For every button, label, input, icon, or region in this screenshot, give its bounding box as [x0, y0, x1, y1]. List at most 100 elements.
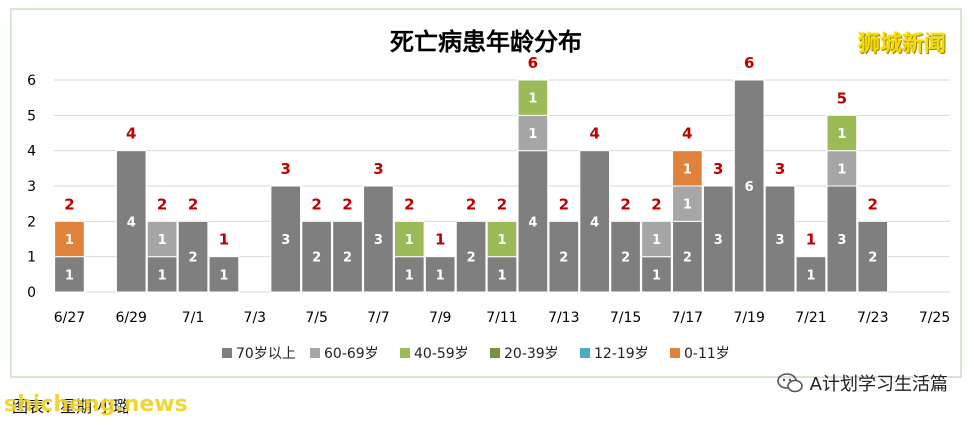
axis-layer: 0 1 2 3 4 5 6 6/27 6/29 7/1 7/3 7/5 7/7 7/9 7/11 7/13 7/… [27, 73, 950, 326]
segment-label: 1 [219, 268, 228, 283]
total-label: 6 [528, 54, 538, 72]
segment-label: 1 [683, 162, 692, 177]
segment-label: 2 [559, 251, 568, 266]
legend-label: 0-11岁 [684, 346, 730, 362]
segment-label: 1 [683, 198, 692, 213]
total-label: 4 [682, 125, 692, 143]
total-label: 1 [219, 231, 229, 249]
bar-segment [332, 220, 363, 293]
legend-swatch [222, 348, 232, 358]
total-label: 2 [466, 195, 476, 213]
legend: 70岁以上 60-69岁 40-59岁 20-39岁 12-19岁 0-11岁 [222, 346, 730, 362]
bar-segment [826, 150, 858, 187]
segment-label: 4 [590, 215, 599, 230]
y-tick-label: 4 [27, 144, 36, 160]
legend-swatch [310, 348, 320, 358]
total-label: 3 [373, 160, 383, 178]
bar-segment [548, 220, 580, 293]
x-tick-label: 6/29 [116, 310, 147, 326]
segment-label: 1 [528, 127, 537, 142]
bar-segment [517, 79, 549, 116]
x-tick-label: 7/17 [672, 310, 703, 326]
total-label: 2 [342, 195, 352, 213]
segment-label: 4 [528, 215, 537, 230]
total-label: 2 [157, 195, 167, 213]
segment-label: 1 [436, 268, 445, 283]
segment-label: 1 [652, 268, 661, 283]
total-label: 3 [713, 160, 723, 178]
x-tick-label: 7/5 [305, 310, 328, 326]
bars-layer [54, 79, 889, 293]
brand-logo: 狮城新闻 [857, 32, 946, 57]
segment-label: 2 [312, 251, 321, 266]
total-label: 2 [404, 195, 414, 213]
bar-segment [146, 256, 178, 293]
bar-segment [363, 185, 394, 293]
segment-label: 6 [745, 180, 754, 195]
chart-svg: 死亡病患年龄分布 1 1 2 4 4 1 1 2 2 2 1 1 3 3 2 2 2 2 3 3 1 1 2 1 1 2 2 1 1 2 4… [27, 28, 950, 362]
chart-credit: 图表：星期·小璐 [12, 397, 130, 416]
bar-segment [672, 150, 703, 187]
bar-segment [393, 256, 425, 293]
y-tick-label: 5 [27, 108, 36, 124]
bar-segment [702, 185, 734, 293]
y-tick-label: 0 [27, 285, 36, 301]
legend-label: 40-59岁 [414, 346, 469, 362]
segment-label: 3 [776, 233, 785, 248]
total-label: 2 [620, 195, 630, 213]
bar-segment [641, 220, 672, 258]
segment-label: 1 [158, 233, 167, 248]
segment-label: 1 [158, 268, 167, 283]
total-label: 2 [497, 195, 507, 213]
segment-label: 2 [683, 251, 692, 266]
segment-label: 3 [714, 233, 723, 248]
bar-segment [486, 220, 518, 258]
segment-label: 1 [65, 233, 74, 248]
watermark: shicheng.news [4, 392, 188, 417]
segment-label: 2 [621, 251, 630, 266]
total-label: 2 [311, 195, 321, 213]
total-label: 2 [651, 195, 661, 213]
segment-label: 2 [868, 251, 877, 266]
bar-segment [610, 220, 641, 293]
bar-segment [795, 256, 827, 293]
legend-swatch [400, 348, 410, 358]
segment-label: 2 [189, 251, 198, 266]
bar-segment [177, 220, 209, 293]
bar-segment [301, 220, 332, 293]
y-tick-label: 6 [27, 73, 36, 89]
x-tick-label: 7/19 [733, 310, 764, 326]
total-label: 2 [64, 195, 74, 213]
bar-segment [146, 220, 178, 258]
x-tick-label: 7/23 [857, 310, 888, 326]
legend-swatch [490, 348, 500, 358]
wechat-icon [776, 373, 803, 393]
x-tick-label: 7/15 [610, 310, 641, 326]
bar-segment [54, 220, 85, 258]
legend-label: 60-69岁 [324, 346, 379, 362]
chart-frame: 死亡病患年龄分布 1 1 2 4 4 1 1 2 2 2 1 1 3 3 2 2 2 2 3 3 1 1 2 1 1 2 2 1 1 2 4… [10, 8, 962, 378]
bar-segment [764, 185, 796, 293]
bar-segment [208, 256, 240, 293]
bar-segment [517, 150, 549, 293]
segment-label: 3 [374, 233, 383, 248]
segment-label: 3 [281, 233, 290, 248]
bar-segment [455, 220, 487, 293]
segment-label: 1 [806, 268, 815, 283]
y-tick-label: 1 [27, 250, 36, 266]
bar-segment [826, 114, 858, 152]
segment-label: 2 [343, 251, 352, 266]
segment-label: 2 [467, 251, 476, 266]
x-tick-label: 7/9 [429, 310, 452, 326]
legend-label: 12-19岁 [594, 346, 649, 362]
y-tick-label: 3 [27, 179, 36, 195]
total-label: 2 [188, 195, 198, 213]
bar-segment [54, 256, 85, 293]
total-label: 3 [775, 160, 785, 178]
segment-label: 3 [837, 233, 846, 248]
segment-label: 1 [837, 127, 846, 142]
bar-segment [424, 256, 456, 293]
segment-label: 1 [837, 162, 846, 177]
total-label: 5 [837, 89, 847, 107]
y-tick-label: 2 [27, 214, 36, 230]
